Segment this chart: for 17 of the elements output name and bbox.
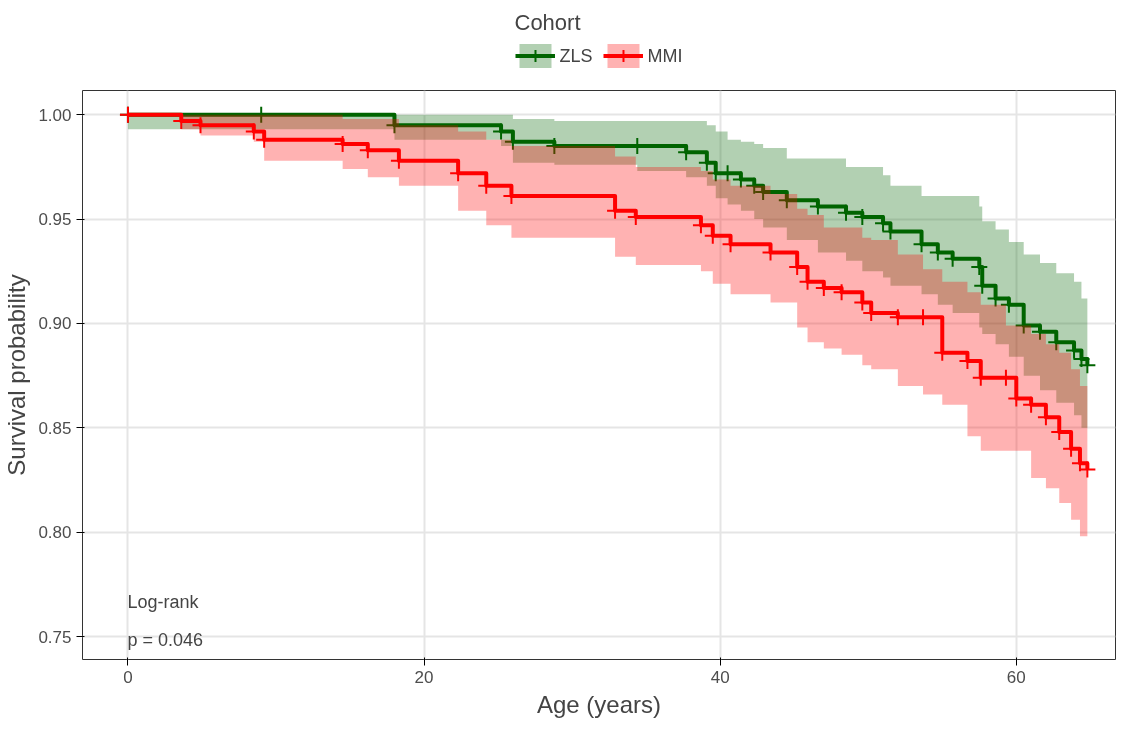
- x-axis-title: Age (years): [536, 690, 662, 718]
- legend-title: Cohort: [514, 9, 582, 36]
- y-tick-label: 1.00: [38, 105, 72, 125]
- y-axis-title: Survival probability: [3, 274, 31, 476]
- x-tick-label: 0: [123, 667, 133, 687]
- legend-label: MMI: [647, 45, 683, 66]
- y-tick-label: 0.85: [38, 418, 72, 438]
- y-tick-label: 0.75: [38, 627, 72, 647]
- y-tick-label: 0.90: [38, 314, 72, 334]
- y-tick-label: 0.95: [38, 210, 72, 230]
- y-tick-label: 0.80: [38, 523, 72, 543]
- x-tick-label: 20: [414, 667, 434, 687]
- annotation: Log-rank: [127, 591, 200, 612]
- legend-label: ZLS: [559, 45, 593, 66]
- annotation: p = 0.046: [127, 629, 204, 650]
- x-tick-label: 60: [1006, 667, 1026, 687]
- x-tick-label: 40: [710, 667, 730, 687]
